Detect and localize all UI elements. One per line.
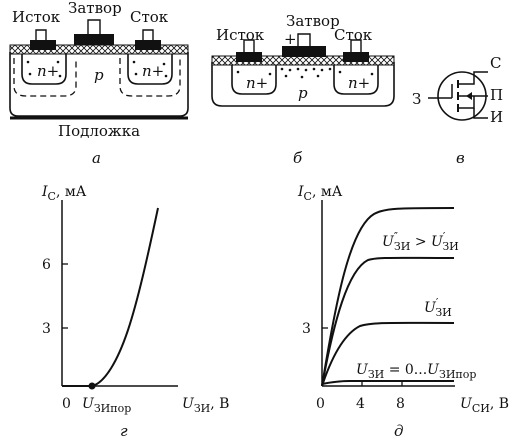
panel-a-body-label: p xyxy=(94,66,104,84)
panel-b-drain-lead xyxy=(350,39,362,52)
panel-b-drain-well xyxy=(333,65,379,95)
panel-a-carrier-dots xyxy=(26,60,168,78)
panel-b-drain-label: Сток xyxy=(334,26,373,44)
panel-b-source-lead xyxy=(243,39,255,52)
chart-d-curve-mid xyxy=(321,321,455,387)
panel-a-substrate-outline xyxy=(9,52,189,117)
chart-d-curve-label-top: U″ ЗИ > U′ ЗИ xyxy=(382,230,459,253)
chart-d-x-tick-label-4: 4 xyxy=(356,396,365,412)
panel-b-source-well xyxy=(231,65,277,95)
chart-d-x-tick-label-8: 8 xyxy=(396,396,405,412)
chart-d-curve-low xyxy=(321,380,454,385)
panel-b-gate-contact xyxy=(282,46,326,57)
panel-a-substrate-label: Подложка xyxy=(58,122,140,140)
panel-a-cross-section: Исток Затвор Сток n+ n+ p Подложка а xyxy=(9,0,189,167)
panel-b-n-left: n+ xyxy=(246,74,268,92)
panel-v-pin-gate: З xyxy=(412,90,421,108)
chart-d-output-characteristics: IС, мА 3 0 4 8 UСИ, В U″ ЗИ > U′ ЗИ U′ ЗИ U… xyxy=(297,184,509,440)
chart-d-x-tick-label-0: 0 xyxy=(316,396,325,412)
chart-d-ylabel: IС, мА xyxy=(297,184,343,203)
panel-a-n-left: n+ xyxy=(37,62,59,80)
panel-a-drain-well xyxy=(127,54,173,85)
chart-g-threshold-point xyxy=(88,382,96,390)
panel-b-channel-dots xyxy=(236,67,374,79)
chart-g-curve xyxy=(62,207,159,387)
panel-v-mosfet-symbol: С П И З в xyxy=(412,54,503,167)
chart-d-curve-top xyxy=(321,207,455,387)
panel-b-plus-label: + xyxy=(284,30,297,48)
panel-v-pin-drain: С xyxy=(490,54,501,72)
panel-b-n-right: n+ xyxy=(348,74,370,92)
panel-v-pin-body: П xyxy=(490,86,503,104)
panel-b-gate-lead xyxy=(297,33,311,46)
panel-a-drain-label: Сток xyxy=(130,8,169,26)
panel-a-drain-lead xyxy=(142,29,154,40)
panel-v-caption: в xyxy=(456,149,465,167)
panel-b-body-label: p xyxy=(298,84,308,102)
panel-a-gate-label: Затвор xyxy=(68,0,122,17)
panel-a-source-depletion xyxy=(13,58,77,97)
panel-a-source-lead xyxy=(35,29,47,40)
panel-b-source-label: Исток xyxy=(216,26,265,44)
panel-b-substrate-outline xyxy=(211,62,395,107)
panel-a-source-well xyxy=(21,54,67,85)
panel-b-cross-section: Исток Затвор + Сток n+ n+ p б xyxy=(211,12,395,167)
panel-b-source-contact xyxy=(236,52,262,62)
chart-g-xlabel: UЗИ, В xyxy=(182,396,229,415)
panel-b-gate-label: Затвор xyxy=(286,12,340,30)
panel-b-drain-contact xyxy=(343,52,369,62)
panel-a-drain-depletion xyxy=(119,58,181,97)
chart-d-caption: д xyxy=(394,422,404,440)
panel-a-gate-lead xyxy=(87,19,101,34)
panel-a-source-label: Исток xyxy=(12,8,61,26)
panel-v-pin-source: И xyxy=(490,108,503,126)
chart-g-y-tick-label-6: 6 xyxy=(42,257,51,273)
chart-d-y-tick-label-3: 3 xyxy=(302,321,311,337)
chart-d-curve-mid-high xyxy=(321,256,455,387)
chart-d-curve-label-low: UЗИ = 0...UЗИпор xyxy=(356,362,476,381)
panel-a-source-contact xyxy=(30,40,56,50)
chart-g-threshold-label: UЗИпор xyxy=(82,396,131,415)
chart-g-y-tick-label-3: 3 xyxy=(42,321,51,337)
chart-g-caption: г xyxy=(120,422,128,440)
panel-a-n-right: n+ xyxy=(142,62,164,80)
chart-g-ylabel: IС, мА xyxy=(41,184,87,203)
panel-a-caption: а xyxy=(92,149,101,167)
chart-d-curve-label-mid: U′ ЗИ xyxy=(424,296,452,319)
chart-g-transfer-characteristic: IС, мА 6 3 0 UЗИпор UЗИ, В г xyxy=(41,184,229,440)
panel-a-drain-contact xyxy=(135,40,161,50)
chart-g-origin-label: 0 xyxy=(62,396,71,412)
chart-d-xlabel: UСИ, В xyxy=(460,396,509,415)
panel-b-caption: б xyxy=(293,149,303,167)
panel-a-gate-contact xyxy=(74,34,114,45)
